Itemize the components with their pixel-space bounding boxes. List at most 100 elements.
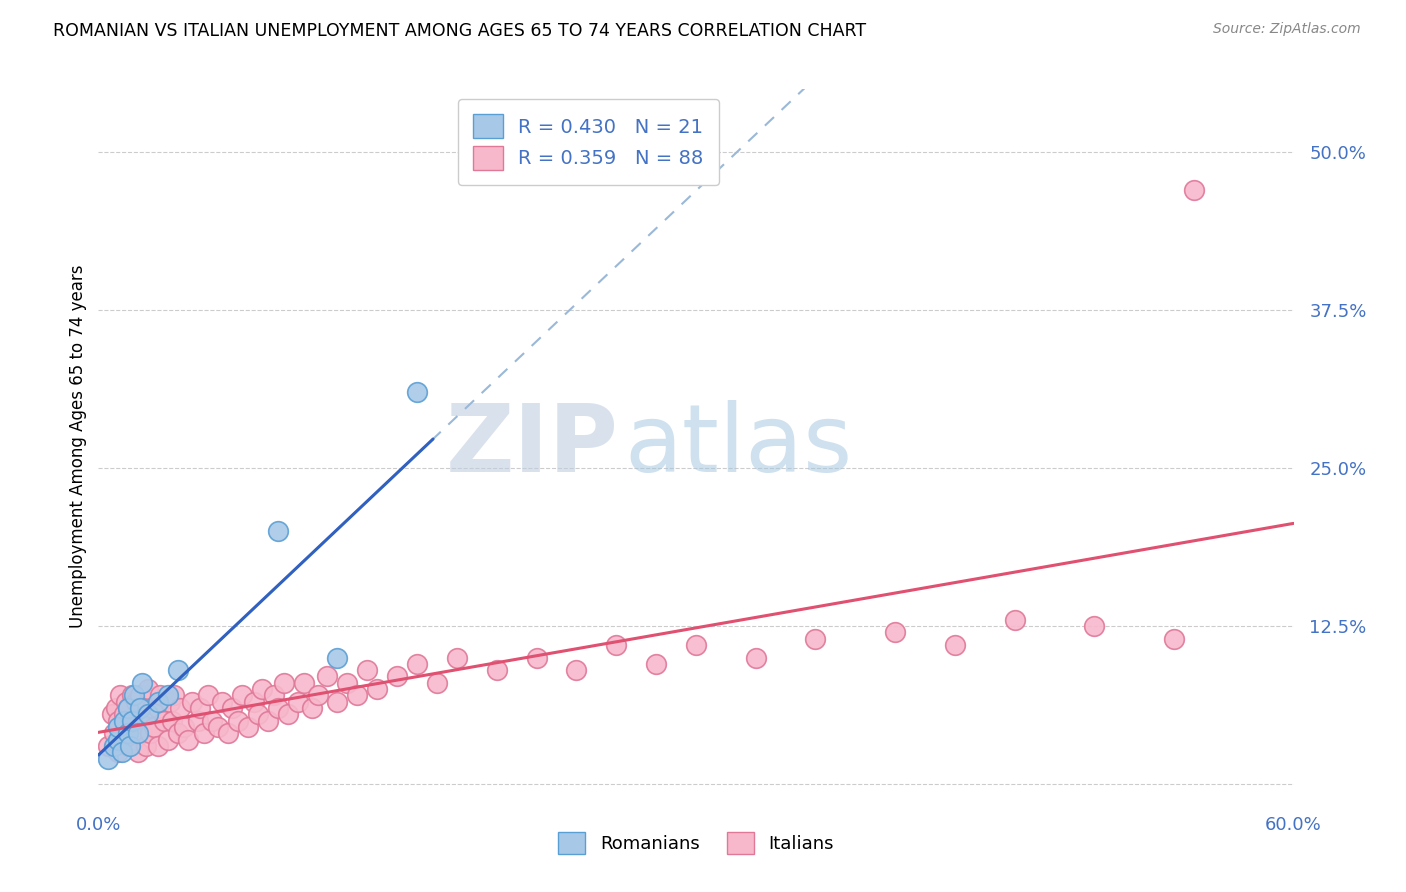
Italians bbox=[167, 726, 190, 740]
Italians bbox=[141, 701, 163, 715]
Italians bbox=[159, 695, 181, 709]
Italians bbox=[243, 695, 266, 709]
Italians bbox=[277, 707, 299, 722]
Italians bbox=[107, 714, 129, 728]
Italians bbox=[1163, 632, 1185, 646]
Romanians bbox=[103, 739, 125, 753]
Italians bbox=[273, 675, 295, 690]
Italians bbox=[125, 695, 148, 709]
Italians bbox=[136, 707, 159, 722]
Italians bbox=[217, 726, 239, 740]
Italians bbox=[110, 689, 132, 703]
Romanians bbox=[117, 701, 139, 715]
Romanians bbox=[112, 714, 135, 728]
Italians bbox=[148, 701, 170, 715]
Romanians bbox=[157, 689, 180, 703]
Italians bbox=[426, 675, 449, 690]
Italians bbox=[336, 675, 359, 690]
Italians bbox=[366, 682, 388, 697]
Italians bbox=[211, 695, 233, 709]
Italians bbox=[188, 701, 211, 715]
Romanians bbox=[267, 524, 290, 539]
Romanians bbox=[131, 675, 153, 690]
Italians bbox=[250, 682, 273, 697]
Italians bbox=[120, 720, 142, 734]
Text: ROMANIAN VS ITALIAN UNEMPLOYMENT AMONG AGES 65 TO 74 YEARS CORRELATION CHART: ROMANIAN VS ITALIAN UNEMPLOYMENT AMONG A… bbox=[53, 22, 866, 40]
Text: atlas: atlas bbox=[624, 400, 852, 492]
Italians bbox=[485, 663, 508, 677]
Romanians bbox=[121, 714, 143, 728]
Romanians bbox=[326, 650, 349, 665]
Italians bbox=[226, 714, 249, 728]
Romanians bbox=[97, 751, 120, 765]
Italians bbox=[173, 720, 195, 734]
Italians bbox=[97, 739, 120, 753]
Italians bbox=[121, 689, 143, 703]
Italians bbox=[246, 707, 269, 722]
Italians bbox=[127, 714, 149, 728]
Italians bbox=[117, 739, 139, 753]
Romanians bbox=[167, 663, 190, 677]
Italians bbox=[745, 650, 768, 665]
Italians bbox=[105, 701, 128, 715]
Romanians bbox=[124, 689, 146, 703]
Italians bbox=[112, 707, 135, 722]
Italians bbox=[115, 695, 138, 709]
Italians bbox=[177, 732, 200, 747]
Italians bbox=[157, 732, 180, 747]
Italians bbox=[193, 726, 215, 740]
Italians bbox=[292, 675, 315, 690]
Italians bbox=[526, 650, 548, 665]
Italians bbox=[605, 638, 627, 652]
Italians bbox=[135, 739, 157, 753]
Italians bbox=[385, 669, 409, 683]
Italians bbox=[187, 714, 209, 728]
Italians bbox=[884, 625, 907, 640]
Italians bbox=[101, 707, 124, 722]
Italians bbox=[181, 695, 204, 709]
Italians bbox=[124, 732, 146, 747]
Italians bbox=[1083, 619, 1105, 633]
Italians bbox=[127, 745, 149, 759]
Italians bbox=[153, 714, 176, 728]
Romanians bbox=[127, 726, 149, 740]
Romanians bbox=[111, 745, 134, 759]
Romanians bbox=[117, 726, 139, 740]
Italians bbox=[356, 663, 378, 677]
Italians bbox=[287, 695, 309, 709]
Italians bbox=[201, 714, 224, 728]
Y-axis label: Unemployment Among Ages 65 to 74 years: Unemployment Among Ages 65 to 74 years bbox=[69, 264, 87, 628]
Italians bbox=[221, 701, 243, 715]
Italians bbox=[565, 663, 588, 677]
Italians bbox=[131, 726, 153, 740]
Italians bbox=[117, 701, 139, 715]
Italians bbox=[346, 689, 368, 703]
Italians bbox=[136, 682, 159, 697]
Italians bbox=[107, 745, 129, 759]
Romanians bbox=[120, 739, 142, 753]
Romanians bbox=[406, 385, 429, 400]
Italians bbox=[316, 669, 339, 683]
Italians bbox=[267, 701, 290, 715]
Italians bbox=[148, 739, 170, 753]
Legend: Romanians, Italians: Romanians, Italians bbox=[551, 825, 841, 862]
Italians bbox=[143, 720, 166, 734]
Italians bbox=[804, 632, 827, 646]
Italians bbox=[207, 720, 229, 734]
Italians bbox=[301, 701, 323, 715]
Text: ZIP: ZIP bbox=[446, 400, 619, 492]
Italians bbox=[111, 732, 134, 747]
Italians bbox=[160, 714, 183, 728]
Italians bbox=[406, 657, 429, 671]
Italians bbox=[685, 638, 707, 652]
Romanians bbox=[107, 732, 129, 747]
Italians bbox=[943, 638, 966, 652]
Romanians bbox=[129, 701, 152, 715]
Romanians bbox=[136, 707, 159, 722]
Italians bbox=[1004, 613, 1026, 627]
Italians bbox=[307, 689, 329, 703]
Italians bbox=[163, 689, 186, 703]
Romanians bbox=[107, 720, 129, 734]
Romanians bbox=[148, 695, 170, 709]
Italians bbox=[236, 720, 259, 734]
